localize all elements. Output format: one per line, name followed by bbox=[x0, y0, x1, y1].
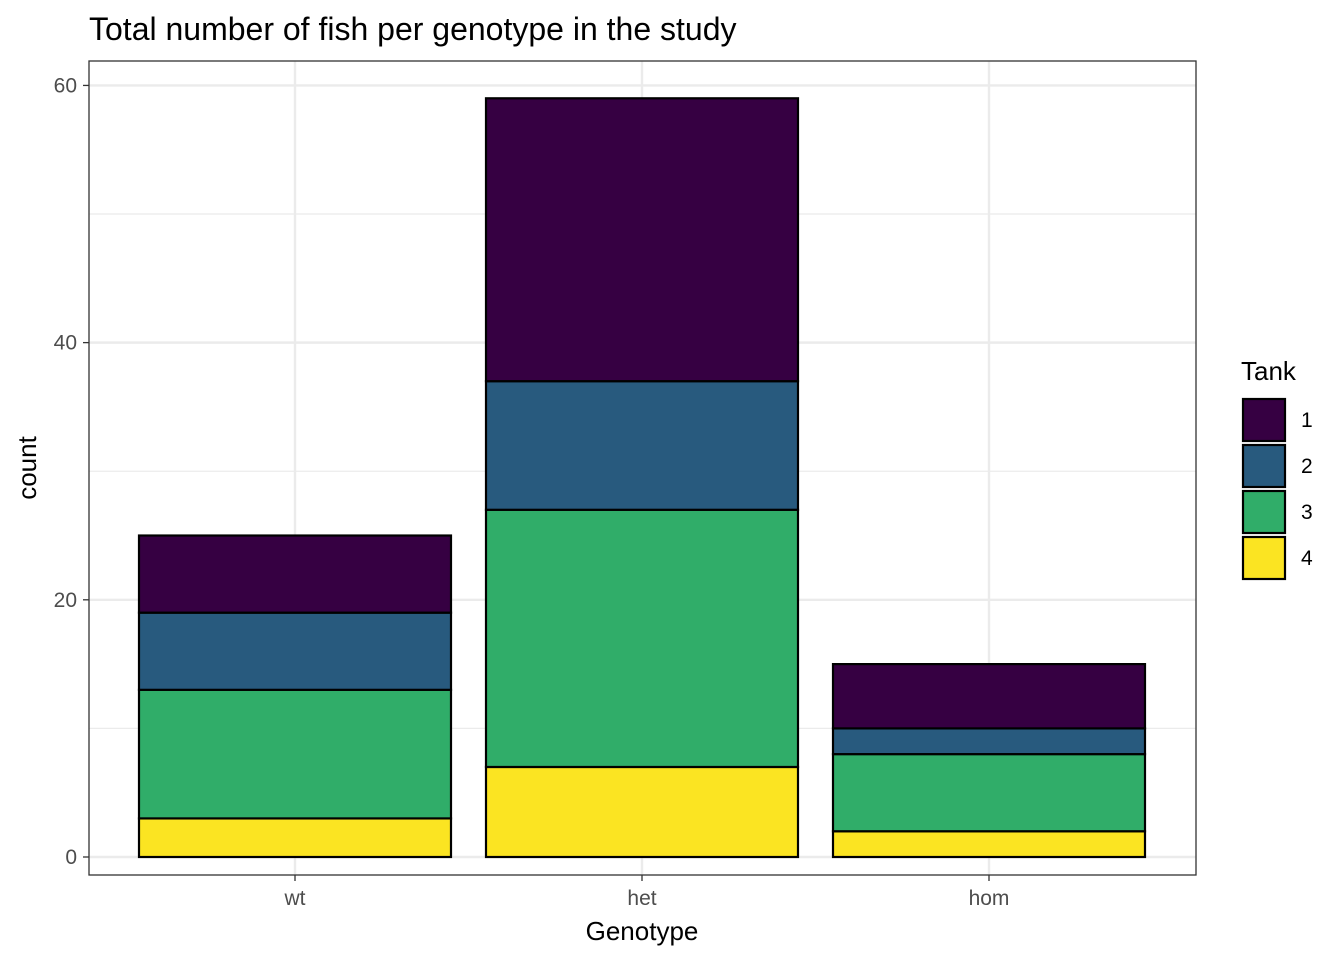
bar-segment bbox=[484, 765, 800, 859]
legend-swatch bbox=[1241, 397, 1287, 443]
legend-item: 2 bbox=[1241, 443, 1313, 489]
bar-segment bbox=[137, 817, 453, 859]
legend-label: 2 bbox=[1301, 455, 1313, 478]
legend-swatch bbox=[1241, 443, 1287, 489]
bar-segment bbox=[137, 688, 453, 820]
x-tick-label: het bbox=[627, 887, 656, 910]
y-tick-label: 0 bbox=[65, 846, 77, 869]
y-tick-label: 40 bbox=[54, 332, 77, 355]
bar-segment bbox=[484, 97, 800, 383]
y-tick-label: 60 bbox=[54, 74, 77, 97]
bar-segment bbox=[137, 534, 453, 614]
legend: Tank 1 2 3 4 bbox=[1241, 356, 1313, 581]
legend-item: 1 bbox=[1241, 397, 1313, 443]
bar-stack-hom bbox=[831, 663, 1147, 859]
bar-segment bbox=[831, 830, 1147, 859]
x-tick-label: wt bbox=[284, 887, 306, 910]
x-tick-label: hom bbox=[969, 887, 1010, 910]
bar-segment bbox=[484, 380, 800, 511]
legend-swatch bbox=[1241, 489, 1287, 535]
bar-stack-het bbox=[484, 97, 800, 859]
bar-segment bbox=[831, 753, 1147, 833]
y-tick-label: 20 bbox=[54, 589, 77, 612]
legend-title: Tank bbox=[1241, 356, 1297, 386]
legend-swatch bbox=[1241, 535, 1287, 581]
bar-segment bbox=[484, 508, 800, 769]
bar-segment bbox=[831, 663, 1147, 730]
y-axis-title: count bbox=[12, 435, 42, 499]
chart-title: Total number of fish per genotype in the… bbox=[89, 11, 737, 47]
legend-item: 4 bbox=[1241, 535, 1313, 581]
bar-segment bbox=[831, 727, 1147, 756]
x-axis-title: Genotype bbox=[586, 916, 699, 946]
x-axis: wt het hom bbox=[284, 875, 1010, 910]
bar-stack-wt bbox=[137, 534, 453, 859]
y-axis: 0 20 40 60 bbox=[54, 74, 89, 869]
legend-label: 1 bbox=[1301, 409, 1313, 432]
legend-item: 3 bbox=[1241, 489, 1313, 535]
plot-panel bbox=[88, 60, 1197, 876]
legend-label: 3 bbox=[1301, 501, 1313, 524]
legend-label: 4 bbox=[1301, 547, 1313, 570]
bar-segment bbox=[137, 611, 453, 691]
